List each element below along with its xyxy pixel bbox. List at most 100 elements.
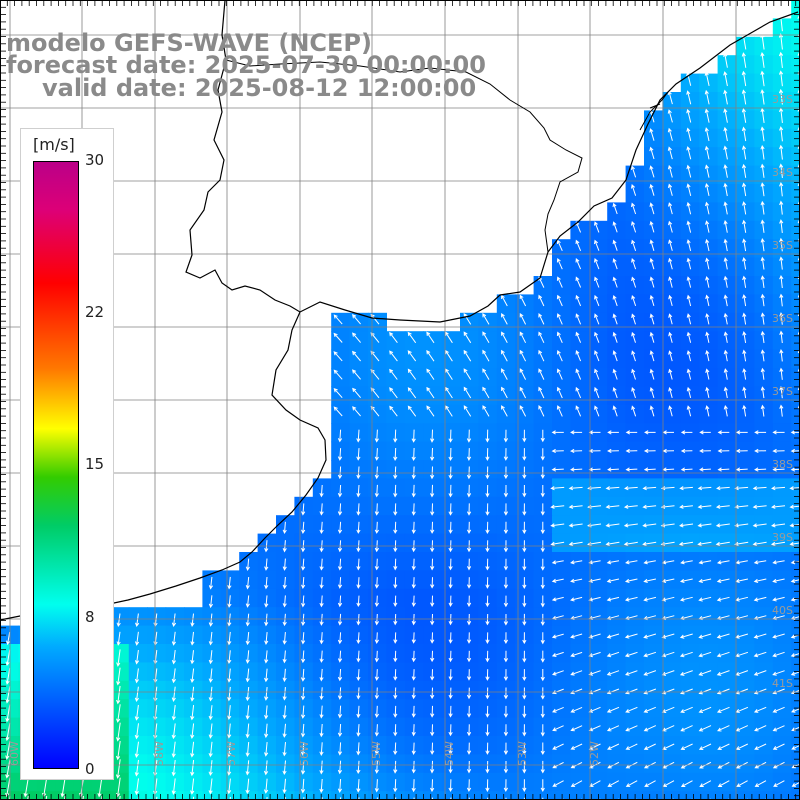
wind-arrow [282,668,287,683]
wind-arrow [668,386,673,399]
wind-arrow [772,725,785,732]
colorbar-tick-22: 22 [85,303,105,321]
wind-arrow [301,577,306,590]
wind-arrow [5,649,11,667]
wind-speed-cell [386,791,406,800]
wind-arrow [208,576,214,590]
wind-arrow [734,523,749,528]
wind-arrow [430,632,435,644]
wind-arrow [570,651,583,658]
wind-arrow [698,633,712,639]
wind-arrow [588,688,601,695]
wind-arrow [540,429,545,443]
wind-arrow [625,596,638,602]
wind-arrow [448,484,453,498]
wind-arrow [570,706,583,713]
wind-arrow [393,447,398,462]
wind-arrow [772,651,785,658]
wind-arrow [6,631,11,646]
wind-arrow [760,293,765,307]
wind-arrow [704,145,710,160]
wind-arrow [356,429,361,443]
wind-arrow [208,760,213,777]
wind-speed-cell [791,404,800,424]
wind-arrow [668,350,673,362]
wind-arrow [607,448,619,454]
wind-arrow [630,165,637,178]
wind-arrow [282,576,287,590]
wind-arrow [522,632,527,645]
wind-arrow [540,705,545,719]
wind-arrow [623,504,638,509]
wind-arrow [430,521,435,534]
wind-arrow [790,671,800,676]
wind-arrow [319,650,324,663]
wind-arrow [736,780,748,787]
wind-arrow [551,430,564,435]
wind-arrow [115,759,121,779]
wind-arrow [698,560,712,565]
wind-arrow [680,780,693,787]
wind-speed-cell [496,791,516,800]
wind-arrow [735,430,748,435]
wind-arrow [556,257,563,270]
wind-arrow [570,448,583,454]
wind-arrow [612,313,618,325]
wind-arrow [625,670,638,676]
wind-arrow [190,668,195,684]
wind-arrow [374,429,379,443]
latitude-label: 41S [772,677,793,690]
wind-arrow [723,89,728,105]
wind-arrow [552,688,564,695]
wind-arrow [301,595,306,608]
wind-arrow [668,220,673,233]
wind-arrow [448,760,453,774]
wind-arrow [779,274,784,289]
wind-arrow [649,294,655,307]
wind-arrow [426,405,435,417]
wind-arrow [522,650,527,663]
wind-speed-cell [607,791,627,800]
wind-arrow [556,276,563,288]
wind-arrow [540,577,545,590]
wind-arrow [426,368,435,380]
wind-arrow [485,742,490,755]
wind-arrow [686,108,692,123]
wind-arrow [760,219,765,233]
wind-arrow [264,576,269,590]
wind-arrow [190,760,195,777]
wind-arrow [631,405,637,417]
wind-arrow [463,405,472,417]
latitude-label: 40S [772,604,793,617]
wind-arrow [552,743,564,750]
wind-speed-cell [147,791,167,800]
wind-arrow [540,503,545,516]
wind-speed-cell [257,791,277,800]
wind-arrow [686,71,692,86]
wind-speed-cell [791,736,800,755]
axis-labels: 33S34S35S36S37S38S39S40S41S60W59W58W57W5… [8,93,793,766]
wind-arrow [503,521,509,535]
wind-arrow [356,448,361,461]
wind-arrow [686,350,692,362]
wind-arrow [374,448,379,461]
wind-arrow [301,613,306,627]
wind-speed-cell [791,220,800,240]
wind-arrow [588,578,601,583]
wind-arrow [552,725,564,732]
wind-arrow [485,650,490,663]
wind-arrow [448,632,453,644]
wind-arrow [485,577,490,589]
wind-arrow [662,780,675,787]
wind-arrow [772,743,785,750]
wind-speed-cell [423,791,443,800]
wind-arrow [771,523,786,528]
wind-arrow [501,368,508,380]
wind-arrow [134,631,140,646]
wind-arrow [716,486,730,491]
wind-arrow [300,687,306,701]
latitude-label: 36S [772,312,793,325]
wind-arrow [760,144,765,160]
wind-arrow [337,668,343,682]
wind-arrow [723,368,728,380]
